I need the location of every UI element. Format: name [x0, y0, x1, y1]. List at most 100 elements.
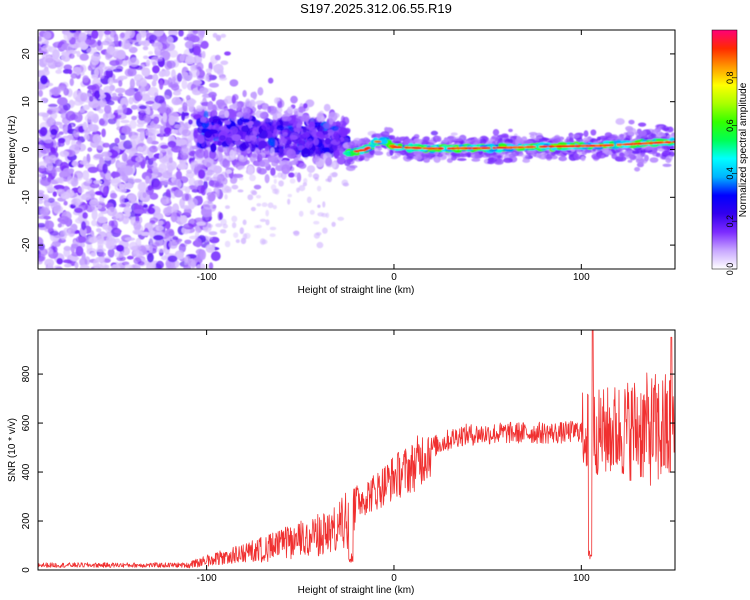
spectrogram-cell — [529, 134, 536, 139]
spectrogram-cell — [252, 153, 257, 158]
spectrogram-cell — [130, 135, 142, 145]
spectrogram-cell — [252, 120, 261, 127]
snr-x-axis: -100 0 100 — [197, 330, 590, 584]
spectrogram-cell — [626, 150, 634, 154]
snr-y-tick-label: 0 — [21, 567, 32, 573]
spectrogram-cell — [257, 87, 264, 96]
spectrogram-cell — [183, 223, 195, 230]
spectrogram-cell — [88, 236, 98, 244]
spectrogram-cell — [413, 134, 420, 139]
spectrogram-cell — [101, 151, 112, 157]
spectrogram-cell — [581, 144, 587, 148]
spectrogram-cell — [236, 103, 241, 111]
spectrogram-cell — [179, 54, 185, 62]
spectrogram-cell — [191, 189, 200, 193]
spectrogram-cell — [138, 105, 147, 110]
spectrogram-cell — [52, 246, 58, 253]
spectrogram-cell — [117, 105, 123, 116]
spectrogram-cell — [242, 118, 250, 123]
spectrogram-cell — [82, 75, 89, 83]
spectrogram-cell — [52, 121, 63, 126]
spectrogram-cell — [192, 30, 199, 35]
spectrogram-cell — [317, 204, 321, 208]
spectrogram-cell — [250, 206, 256, 212]
spectrogram-cell — [390, 155, 398, 160]
spectrogram-cell — [242, 233, 248, 240]
spectrogram-cell — [217, 141, 222, 146]
spectrogram-cell — [143, 114, 151, 123]
spectrogram-cell — [152, 65, 160, 74]
spectrogram-cell — [146, 136, 153, 144]
spectrogram-cell — [233, 232, 239, 239]
spectrogram-cell — [47, 176, 52, 183]
spectrogram-cell — [259, 111, 269, 119]
spectrogram-cell — [208, 91, 217, 98]
spectrogram-cell — [349, 165, 358, 169]
spectrogram-cell — [194, 230, 200, 239]
spectrogram-cell — [207, 101, 213, 111]
spectrogram-cell — [133, 178, 142, 183]
spectrogram-cell — [580, 156, 586, 162]
spectrogram-cell — [172, 236, 179, 241]
spectrogram-cell — [323, 122, 332, 130]
spectrogram-cell — [590, 129, 597, 136]
spectrogram-cell — [437, 152, 443, 158]
spectrogram-cell — [655, 152, 661, 158]
spectrogram-cell — [170, 129, 179, 134]
spectrogram-cell — [128, 241, 138, 251]
spectrogram-cell — [68, 69, 73, 75]
spectrogram-cell — [133, 209, 144, 214]
spectrogram-cell — [152, 73, 159, 82]
spectrogram-cell — [184, 40, 194, 49]
spectrogram-cell — [604, 132, 613, 137]
spectrogram-cell — [205, 214, 210, 221]
spectrogram-cell — [165, 232, 175, 237]
spectrogram-cell — [105, 52, 111, 61]
spectrogram-cell — [550, 151, 556, 156]
spectrogram-cell — [192, 80, 202, 85]
spectrogram-cell — [231, 215, 238, 223]
spectrogram-cell — [128, 85, 135, 95]
spectrogram-cell — [278, 138, 288, 144]
spectrogram-cell — [434, 147, 439, 150]
spectrogram-cell — [155, 260, 164, 269]
spectrogram-cell — [256, 153, 263, 163]
spectrogram-cell — [93, 153, 104, 159]
spectrogram-cell — [176, 139, 188, 146]
spectrogram-cell — [258, 140, 268, 149]
spectrogram-cell — [359, 148, 367, 152]
spectrogram-cell — [256, 203, 262, 207]
snr-y-tick-label: 200 — [21, 512, 32, 529]
spectrogram-cell — [337, 216, 345, 221]
spectrogram-cell — [102, 163, 108, 174]
spectrogram-cell — [153, 41, 163, 52]
spectrogram-cell — [70, 73, 78, 79]
spectrogram-cell — [135, 156, 143, 162]
spectrogram-cell — [205, 244, 215, 253]
spectrogram-cell — [278, 160, 289, 166]
spectrogram-cell — [80, 92, 88, 102]
spectrogram-cell — [292, 230, 300, 235]
spectrogram-cell — [250, 130, 258, 137]
spectrogram-cell — [97, 39, 102, 46]
spectrogram-cell — [277, 100, 283, 109]
snr-plot-area — [38, 330, 675, 570]
spectrogram-cell — [591, 150, 597, 154]
spectrogram-cell — [302, 132, 311, 138]
spectrogram-cell — [135, 65, 143, 70]
spectrogram-cell — [249, 174, 256, 182]
spectrogram-cell — [103, 85, 113, 95]
spectrogram-cell — [173, 179, 181, 186]
spectrogram-cell — [47, 106, 58, 111]
spectrogram-y-tick-label: 0 — [21, 146, 32, 152]
spectrogram-cell — [210, 251, 221, 262]
spectrogram-cell — [120, 32, 125, 39]
spectrogram-cell — [145, 132, 154, 137]
spectrogram-cell — [471, 158, 481, 162]
spectrogram-cell — [120, 97, 129, 109]
spectrogram-cell — [472, 147, 479, 150]
spectrogram-cell — [102, 142, 110, 148]
spectrogram-cell — [145, 175, 150, 184]
